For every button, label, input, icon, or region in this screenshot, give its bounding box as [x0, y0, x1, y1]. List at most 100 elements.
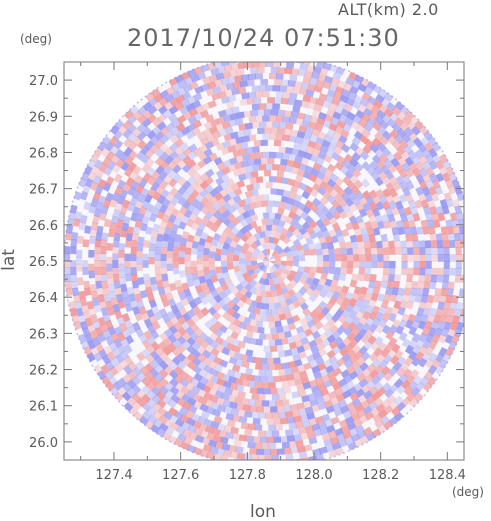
radar-cell — [301, 271, 310, 280]
radar-cell — [90, 222, 99, 231]
radar-cell — [382, 267, 390, 276]
radar-cell — [277, 307, 285, 315]
radar-cell — [88, 249, 95, 258]
radar-cell — [265, 121, 273, 128]
radar-cell — [315, 248, 323, 256]
radar-cell — [322, 81, 332, 90]
radar-cell — [275, 115, 284, 123]
radar-cell — [266, 357, 275, 365]
radar-cell — [212, 130, 221, 140]
radar-cell — [250, 260, 258, 267]
radar-cell — [351, 292, 360, 301]
radar-cell — [365, 254, 372, 262]
radar-cell — [270, 388, 278, 395]
radar-cell — [256, 302, 264, 310]
radar-cell — [274, 212, 282, 220]
radar-cell — [227, 394, 237, 403]
radar-cell — [323, 399, 333, 408]
radar-cell — [136, 243, 144, 252]
radar-cell — [231, 106, 240, 114]
radar-cell — [309, 398, 319, 407]
radar-cell — [286, 373, 295, 381]
radar-cell — [270, 243, 277, 250]
radar-cell — [444, 178, 454, 189]
radar-cell — [285, 453, 294, 460]
radar-cell — [97, 370, 107, 380]
radar-cell — [214, 363, 224, 373]
radar-cell — [171, 223, 179, 233]
radar-cell — [319, 289, 328, 299]
radar-cell — [328, 430, 338, 439]
radar-cell — [414, 149, 424, 160]
y-tick-label: 26.9 — [29, 110, 58, 125]
radar-cell — [348, 406, 359, 416]
radar-cell — [192, 420, 202, 429]
radar-cell — [227, 62, 236, 65]
radar-cell — [157, 407, 168, 417]
radar-cell — [441, 233, 449, 242]
radar-cell — [296, 345, 306, 354]
radar-cell — [138, 333, 148, 344]
radar-cell — [121, 313, 131, 323]
radar-cell — [185, 294, 195, 304]
radar-cell — [262, 212, 270, 219]
radar-cell — [298, 408, 307, 416]
radar-cell — [171, 356, 182, 366]
radar-cell — [238, 321, 247, 330]
y-tick-label: 26.5 — [29, 255, 58, 270]
radar-cell — [205, 133, 215, 143]
radar-cell — [175, 425, 186, 435]
radar-cell — [149, 359, 159, 369]
radar-cell — [279, 201, 287, 209]
radar-cell — [283, 447, 292, 455]
radar-cell — [386, 280, 394, 289]
x-axis-label: lon — [250, 502, 276, 521]
radar-cell — [283, 110, 292, 118]
radar-cell — [70, 260, 77, 269]
radar-cell — [230, 63, 240, 71]
radar-cell — [381, 312, 391, 322]
radar-cell — [100, 273, 108, 282]
radar-cell — [378, 171, 388, 181]
radar-cell — [211, 382, 221, 391]
radar-cell — [292, 228, 301, 237]
radar-cell — [275, 176, 283, 184]
radar-cell — [141, 385, 151, 396]
radar-cell — [169, 422, 180, 432]
radar-cell — [446, 198, 455, 208]
radar-cell — [241, 397, 250, 406]
radar-cell — [338, 273, 347, 282]
radar-cell — [412, 375, 423, 386]
radar-cell — [139, 415, 149, 426]
radar-cell — [281, 177, 289, 185]
radar-cell — [418, 332, 428, 343]
radar-cell — [413, 261, 420, 269]
radar-cell — [393, 378, 404, 389]
radar-cell — [429, 206, 438, 215]
radar-cell — [127, 115, 137, 125]
radar-cell — [165, 192, 175, 202]
radar-cell — [315, 230, 324, 239]
radar-cell — [394, 240, 401, 249]
radar-cell — [274, 244, 281, 252]
radar-cell — [289, 403, 299, 412]
radar-cell — [380, 299, 389, 309]
radar-cell — [172, 164, 182, 174]
radar-cell — [303, 132, 312, 141]
radar-cell — [165, 122, 175, 132]
radar-cell — [413, 254, 420, 262]
radar-cell — [87, 159, 96, 169]
radar-cell — [317, 151, 327, 160]
radar-cell — [269, 255, 275, 261]
radar-cell — [102, 287, 110, 296]
radar-cell — [257, 430, 266, 437]
radar-cell — [141, 312, 150, 322]
radar-cell — [105, 192, 114, 202]
radar-cell — [275, 399, 283, 407]
radar-cell — [395, 200, 404, 210]
radar-cell — [255, 55, 263, 61]
radar-cell — [161, 298, 170, 308]
radar-cell — [227, 94, 237, 103]
radar-cell — [439, 153, 449, 164]
radar-cell — [374, 419, 385, 429]
